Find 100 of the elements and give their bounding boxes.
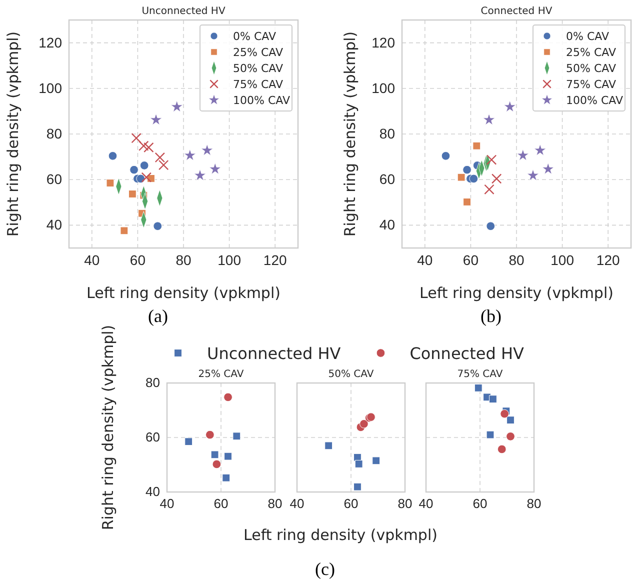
point [141, 172, 152, 182]
y-tick-label: 120 [38, 34, 62, 50]
point [472, 142, 481, 150]
point [504, 100, 516, 112]
point [138, 140, 149, 151]
point [154, 152, 166, 163]
text: (b) [480, 306, 502, 326]
point [106, 179, 114, 187]
point [200, 144, 214, 156]
y-tick-label: 100 [372, 80, 396, 96]
legend-label: 0% CAV [233, 30, 276, 43]
y-tick-label: 40 [379, 216, 396, 233]
point [484, 184, 494, 195]
x-tick-label: 120 [263, 252, 287, 268]
y-tick-label: 60 [146, 430, 160, 445]
text: (a) [148, 306, 168, 326]
x-tick-label: 60 [214, 496, 228, 512]
chart-title: Unconnected HV [142, 6, 226, 17]
point [469, 174, 478, 184]
x-tick-label: 100 [218, 252, 242, 268]
point [108, 151, 118, 160]
x-tick-label: 40 [290, 496, 304, 512]
point [324, 442, 333, 450]
point [130, 165, 138, 174]
point [482, 113, 496, 126]
y-tick-label: 120 [372, 34, 396, 50]
x-tick-label: 120 [596, 252, 620, 268]
legend-label: 50% CAV [233, 62, 284, 75]
point [542, 162, 554, 174]
point [457, 173, 466, 182]
legend-label: 25% CAV [233, 46, 284, 59]
chart-title: 75% CAV [457, 369, 503, 380]
point [208, 162, 222, 174]
point [158, 160, 169, 170]
point [489, 395, 497, 404]
point [486, 154, 497, 165]
point [526, 168, 540, 181]
x-tick-label: 80 [398, 496, 412, 512]
legend-label: 50% CAV [566, 62, 616, 75]
x-axis-title: Left ring density (vpkmpl) [420, 284, 614, 302]
y-tick-label: 40 [46, 216, 62, 233]
legend-label: Connected HV [410, 344, 524, 363]
point [144, 142, 154, 153]
legend-label: 100% CAV [566, 94, 624, 107]
legend-label: Unconnected HV [207, 344, 341, 363]
point [150, 113, 162, 126]
chart-title: 50% CAV [328, 369, 374, 380]
point [232, 432, 241, 440]
legend-label: 75% CAV [566, 78, 616, 91]
point [506, 416, 514, 424]
point [360, 419, 368, 428]
point [212, 460, 222, 469]
point [462, 165, 472, 174]
point [486, 222, 496, 231]
point [497, 444, 506, 454]
legend-label: 75% CAV [233, 78, 284, 91]
x-tick-label: 80 [508, 252, 524, 268]
point [224, 392, 232, 402]
point [222, 474, 230, 482]
x-axis-title: Left ring density (vpkmpl) [244, 526, 438, 544]
x-tick-label: 60 [344, 496, 358, 512]
point [184, 438, 193, 446]
point [500, 409, 510, 418]
y-tick-label: 60 [46, 171, 62, 188]
y-axis-title: Right ring density (vpkmpl) [4, 31, 22, 237]
point [170, 100, 184, 112]
x-tick-label: 60 [462, 252, 479, 268]
point [354, 460, 363, 468]
y-tick-label: 60 [379, 171, 396, 188]
y-tick-label: 40 [146, 484, 160, 500]
legend-label: 0% CAV [566, 30, 610, 43]
x-axis-title: Left ring density (vpkmpl) [86, 284, 280, 302]
y-tick-label: 80 [146, 375, 160, 390]
y-tick-label: 80 [46, 125, 62, 142]
text: (c) [315, 559, 335, 579]
y-tick-label: 100 [38, 80, 62, 96]
point [224, 452, 232, 460]
legend-label: 25% CAV [566, 46, 616, 59]
x-tick-label: 40 [417, 252, 433, 268]
chart-title: Connected HV [480, 6, 552, 17]
point [534, 144, 546, 156]
point [210, 450, 219, 459]
point [372, 456, 380, 465]
legend-label: 100% CAV [233, 94, 290, 107]
point [463, 198, 471, 206]
point [474, 384, 482, 392]
chart-title: 25% CAV [198, 369, 244, 380]
x-tick-label: 60 [472, 496, 488, 512]
point [194, 168, 206, 181]
point [128, 190, 136, 198]
point [140, 161, 149, 170]
point [120, 226, 128, 235]
y-tick-label: 80 [379, 125, 396, 142]
x-tick-label: 80 [526, 496, 542, 512]
x-tick-label: 40 [418, 496, 434, 512]
y-axis-title: Right ring density (vpkmpl) [99, 324, 117, 530]
x-tick-label: 80 [268, 496, 282, 512]
point [441, 151, 450, 160]
point [354, 482, 362, 491]
x-tick-label: 40 [84, 252, 100, 268]
